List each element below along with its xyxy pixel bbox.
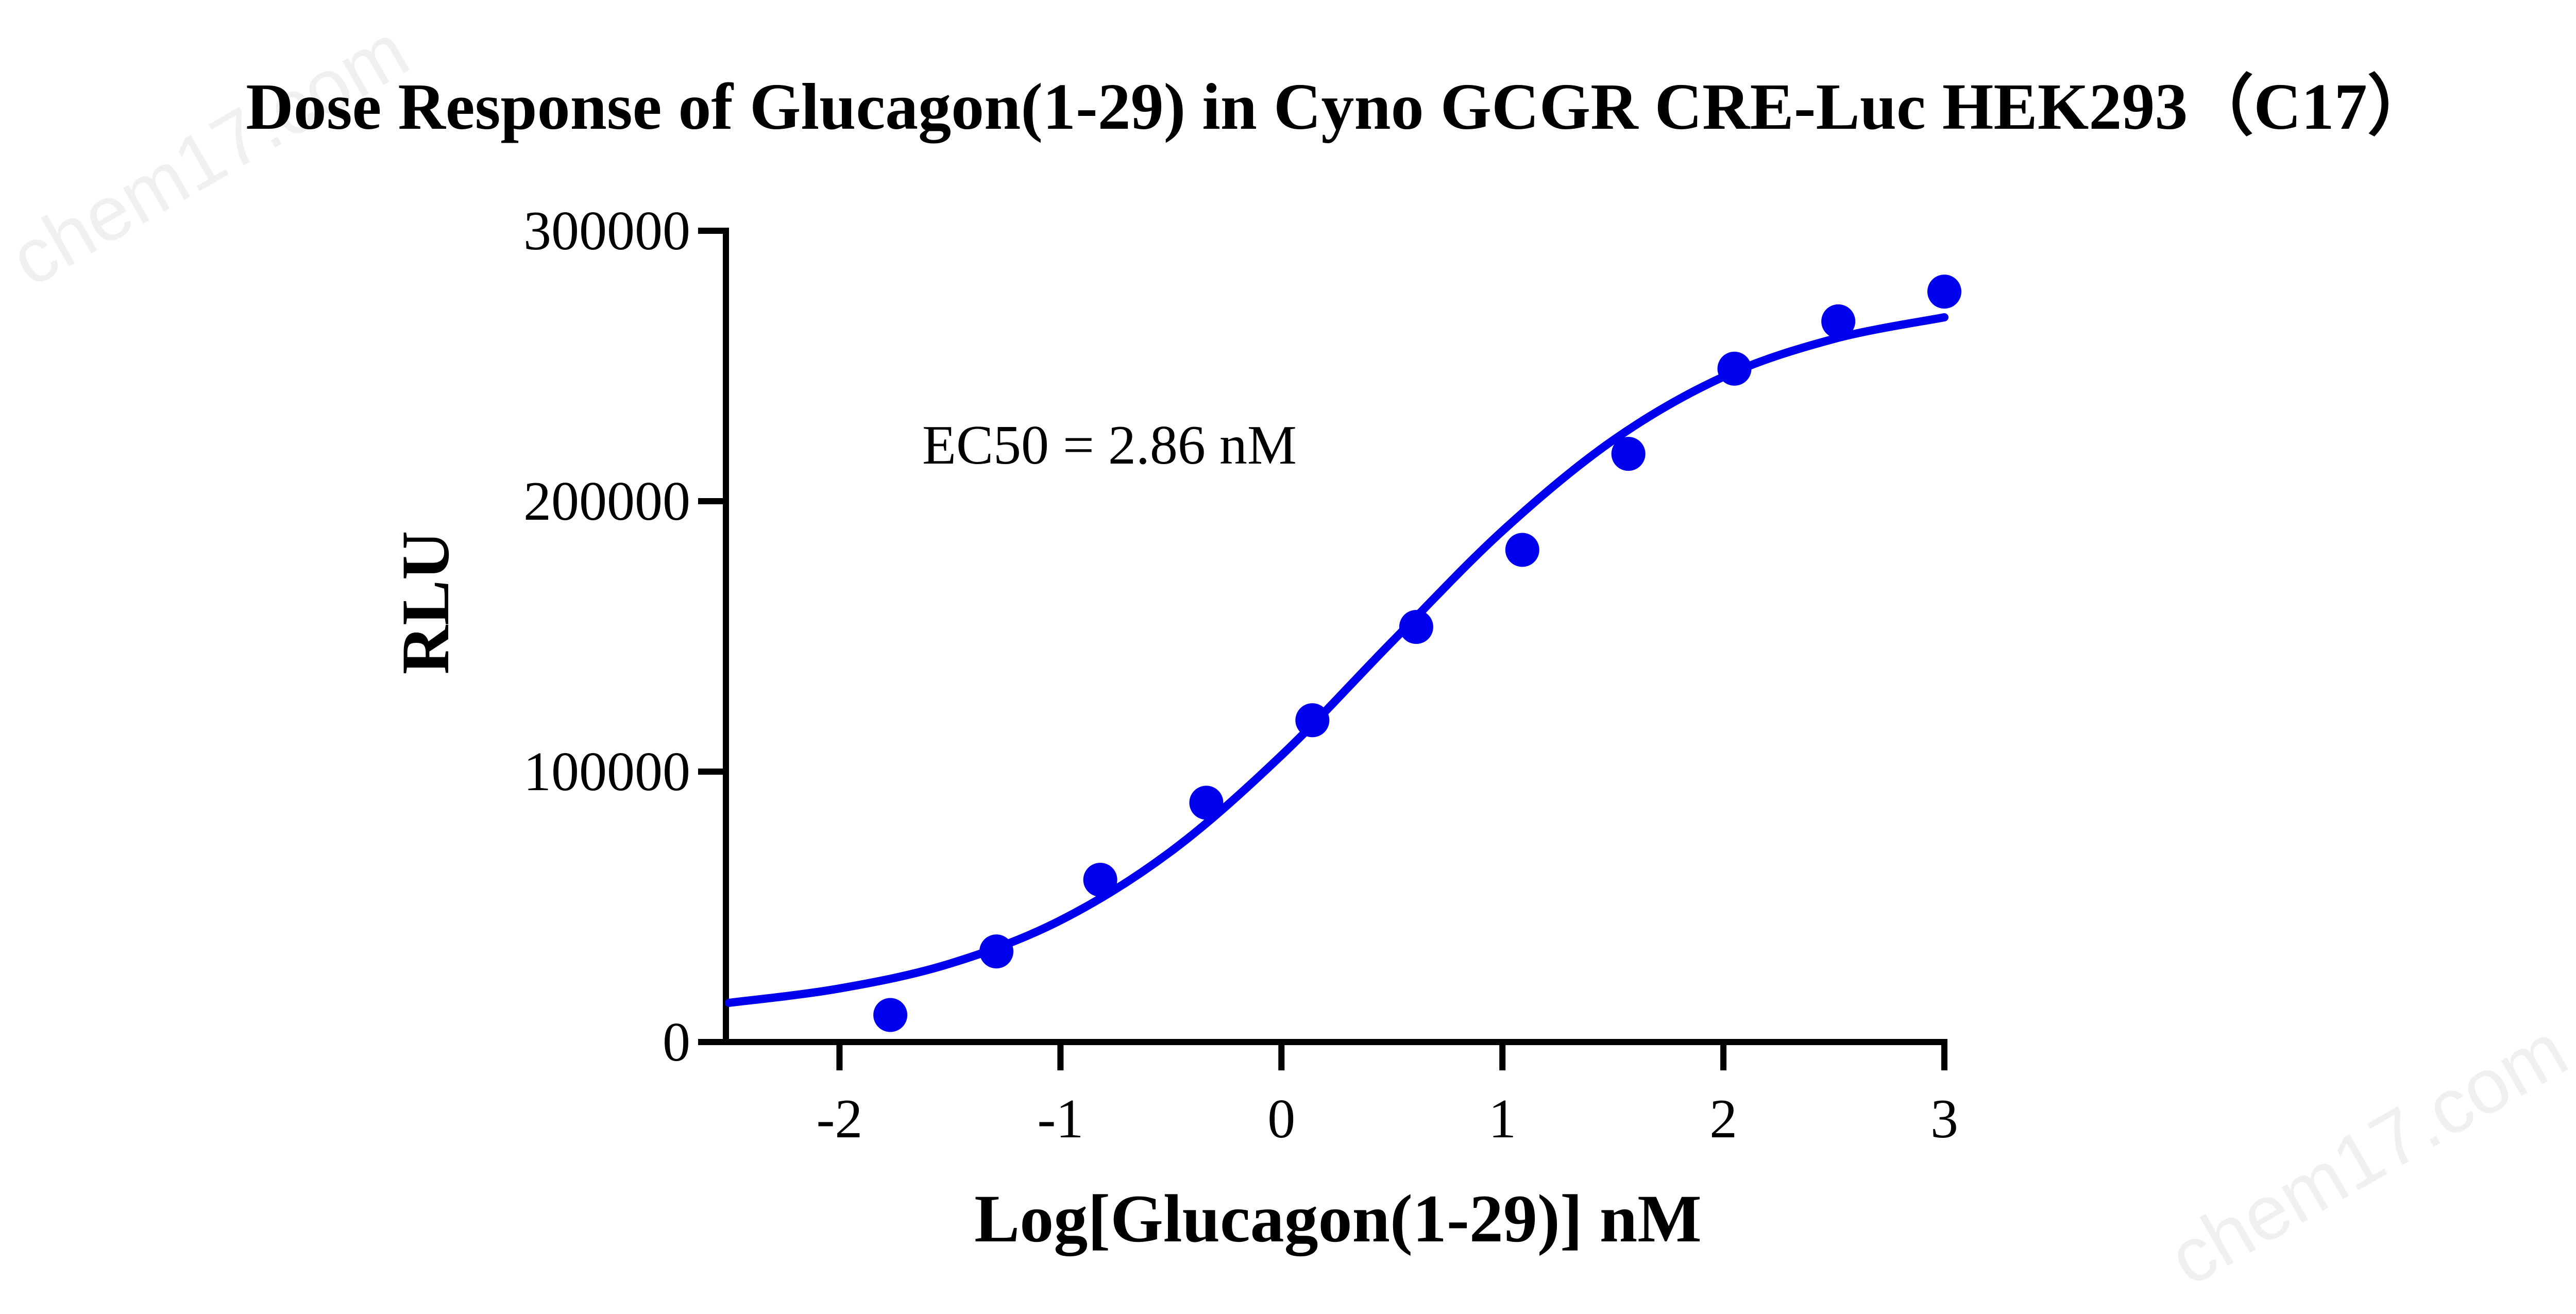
data-point: [1821, 304, 1856, 338]
data-point: [1399, 610, 1433, 644]
data-points: [873, 275, 1961, 1032]
y-tick-label: 200000: [523, 471, 690, 532]
x-tick-label: -2: [816, 1088, 862, 1150]
data-point: [1927, 275, 1961, 309]
x-tick-label: 1: [1488, 1088, 1516, 1150]
data-point: [1717, 351, 1752, 386]
fit-curve: [725, 313, 1948, 1007]
y-tick-label: 300000: [523, 200, 690, 262]
y-tick-label: 100000: [523, 741, 690, 803]
chart-title: Dose Response of Glucagon(1-29) in Cyno …: [246, 70, 2433, 143]
data-point: [1611, 437, 1646, 471]
watermark-top-left: chem17.com: [0, 7, 422, 303]
x-tick-label: -1: [1037, 1088, 1083, 1150]
x-tick-label: 0: [1267, 1088, 1295, 1150]
data-point: [979, 934, 1013, 969]
x-axis-label: Log[Glucagon(1-29)] nM: [974, 1181, 1702, 1256]
x-tick-label: 3: [1930, 1088, 1958, 1150]
fit-curve-layer: [725, 313, 1948, 1007]
y-axis-label: RLU: [387, 531, 463, 675]
watermark-bottom-right: chem17.com: [2155, 1006, 2576, 1302]
axes: 0 100000 200000 300000 -2 -1 0 1 2 3: [523, 200, 1958, 1150]
data-point: [1083, 863, 1117, 897]
data-point: [1505, 533, 1539, 567]
ec50-annotation: EC50 = 2.86 nM: [922, 415, 1297, 476]
data-point: [873, 998, 908, 1032]
data-point: [1189, 786, 1224, 820]
data-point: [1295, 703, 1330, 738]
x-tick-label: 2: [1709, 1088, 1737, 1150]
y-tick-label: 0: [663, 1012, 690, 1073]
